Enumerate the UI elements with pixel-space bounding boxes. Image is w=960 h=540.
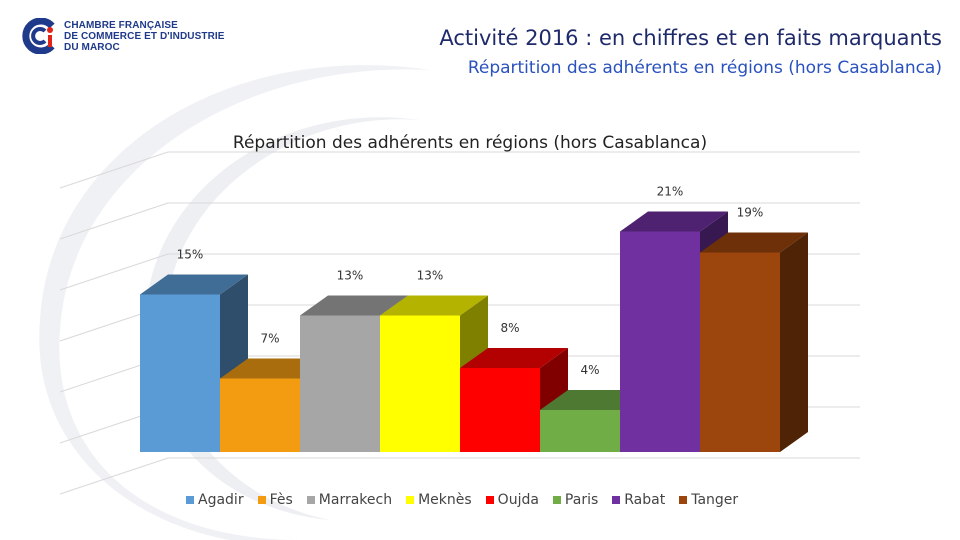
legend-label: Meknès: [418, 492, 472, 508]
legend-swatch: [612, 496, 621, 504]
bar-top: [380, 295, 488, 316]
chart-legend: Agadir Fès Marrakech Meknès Oujda Paris Rabat T…: [186, 492, 738, 508]
bar-front: [300, 315, 380, 452]
legend-label: Tanger: [691, 492, 739, 508]
legend-swatch: [406, 496, 415, 504]
bar-front: [620, 231, 700, 452]
data-label: 15%: [177, 248, 204, 262]
logo-line-2: DE COMMERCE ET D'INDUSTRIE: [64, 30, 225, 42]
chart-title: Répartition des adhérents en régions (ho…: [233, 133, 707, 153]
logo-mark-icon: [22, 18, 55, 54]
bar-top: [460, 348, 568, 368]
logo-line-1: CHAMBRE FRANÇAISE: [64, 19, 178, 31]
legend-label: Fès: [269, 492, 293, 508]
bar-tanger: [700, 232, 808, 452]
bar-front: [140, 294, 220, 452]
grid-line-diagonal: [59, 457, 169, 495]
data-label: 19%: [737, 206, 764, 220]
legend-item-paris: Paris: [552, 492, 599, 508]
legend-label: Paris: [564, 492, 599, 508]
legend-item-tanger: Tanger: [679, 492, 738, 508]
chart-data-labels: 15% 7% 13% 13% 8% 4% 21% 19%: [177, 185, 764, 378]
bar-front: [700, 252, 780, 452]
chart-bars: [140, 211, 808, 452]
data-label: 21%: [657, 185, 684, 199]
legend-swatch: [257, 496, 266, 504]
logo-line-3: DU MAROC: [64, 41, 120, 53]
bar-top: [300, 295, 408, 316]
legend-item-oujda: Oujda: [485, 492, 539, 508]
bar-side: [780, 232, 808, 452]
cfcim-logo: CHAMBRE FRANÇAISE DE COMMERCE ET D'INDUS…: [22, 18, 225, 54]
bar-top: [700, 232, 808, 253]
grid-line-diagonal: [59, 151, 169, 189]
legend-item-meknès: Meknès: [406, 492, 472, 508]
page-title: Activité 2016 : en chiffres et en faits …: [439, 26, 942, 50]
data-label: 7%: [260, 332, 279, 346]
data-label: 8%: [500, 321, 519, 335]
legend-label: Rabat: [624, 492, 666, 508]
legend-swatch: [679, 496, 688, 504]
legend-swatch: [186, 496, 194, 504]
bar-front: [540, 410, 620, 452]
legend-item-fès: Fès: [257, 492, 293, 508]
legend-swatch: [552, 496, 561, 504]
legend-label: Agadir: [198, 492, 244, 508]
legend-swatch: [306, 496, 315, 504]
legend-item-rabat: Rabat: [612, 492, 665, 508]
page-subtitle: Répartition des adhérents en régions (ho…: [467, 58, 942, 78]
data-label: 4%: [580, 363, 599, 377]
bar-top: [140, 274, 248, 295]
grid-line-diagonal: [59, 253, 169, 291]
grid-line-diagonal: [59, 202, 169, 240]
bar-top: [620, 211, 728, 232]
bar-front: [220, 378, 300, 452]
legend-swatch: [485, 496, 494, 504]
legend-label: Marrakech: [318, 492, 393, 508]
legend-label: Oujda: [497, 492, 539, 508]
bar-front: [380, 315, 460, 452]
legend-item-agadir: Agadir: [186, 492, 244, 508]
data-label: 13%: [417, 269, 444, 283]
legend-item-marrakech: Marrakech: [306, 492, 393, 508]
logo-text: CHAMBRE FRANÇAISE DE COMMERCE ET D'INDUS…: [64, 20, 225, 53]
bar-front: [460, 368, 540, 452]
data-label: 13%: [337, 269, 364, 283]
